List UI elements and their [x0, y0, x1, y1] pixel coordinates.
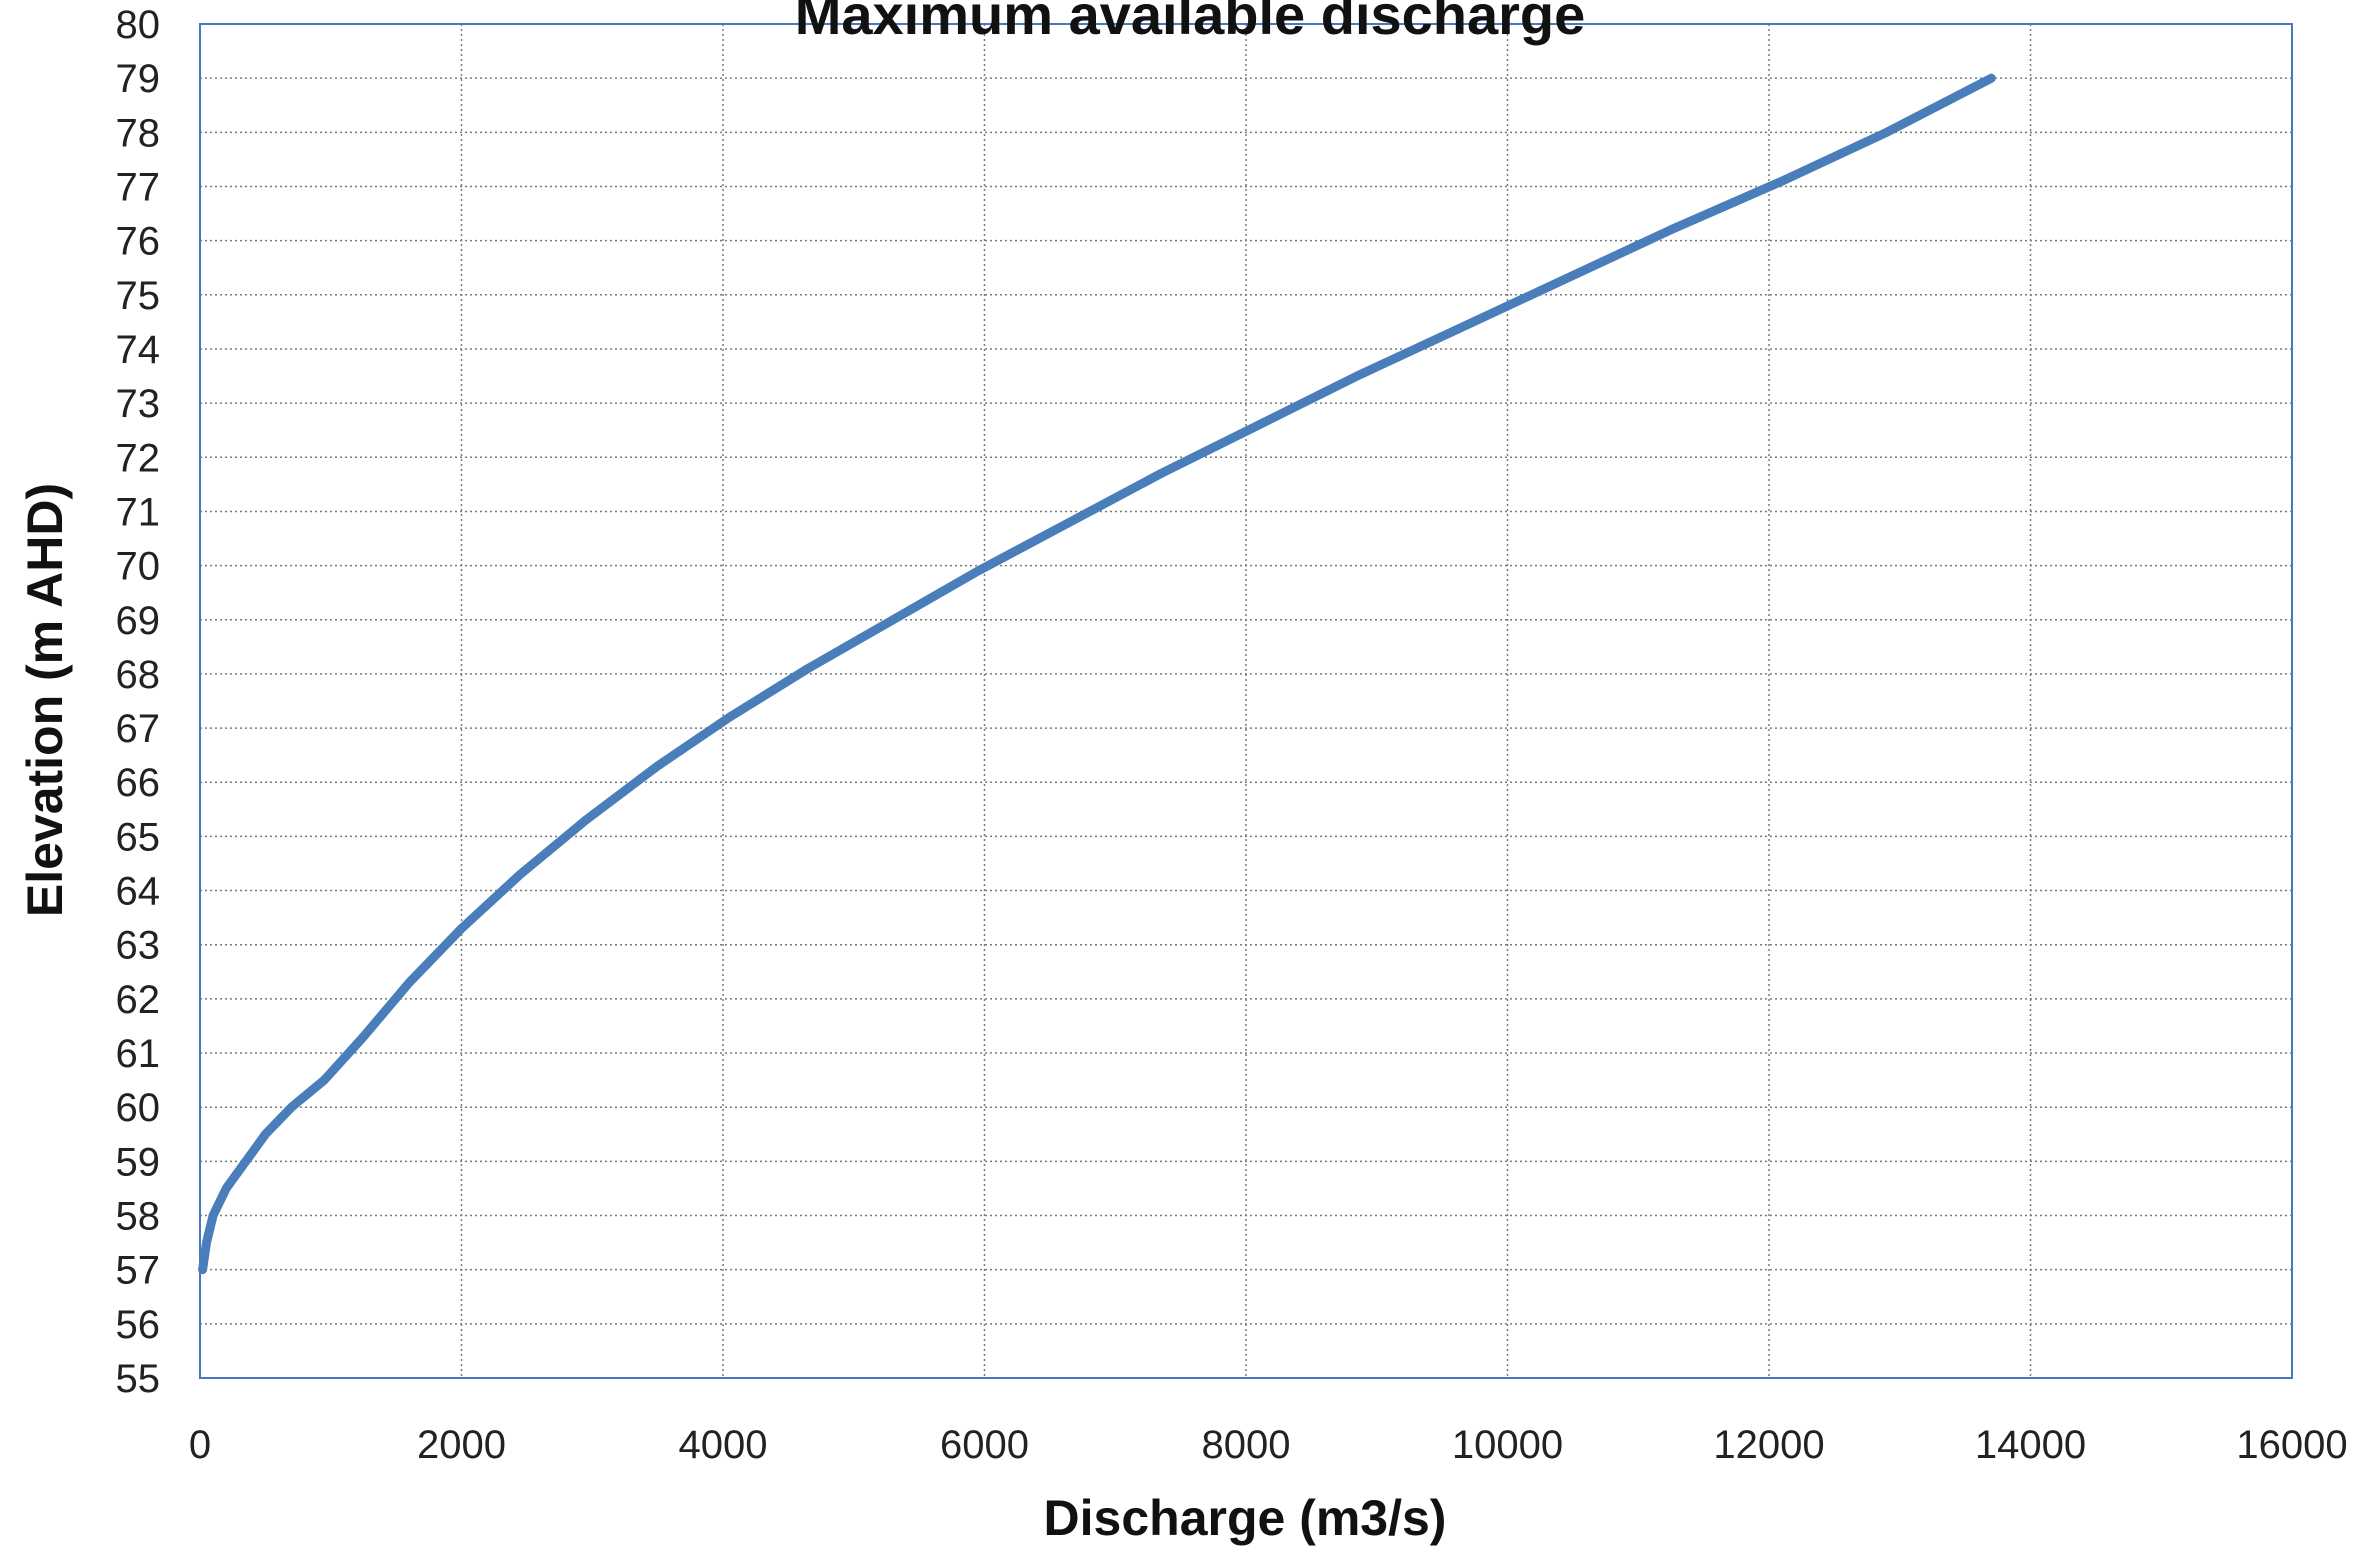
- y-tick-label: 79: [116, 57, 161, 101]
- x-axis-title: Discharge (m3/s): [1044, 1490, 1447, 1546]
- x-tick-label: 0: [189, 1423, 211, 1467]
- y-tick-label: 77: [116, 165, 161, 209]
- y-tick-label: 78: [116, 111, 161, 155]
- y-tick-label: 59: [116, 1140, 161, 1184]
- x-tick-label: 6000: [940, 1423, 1029, 1467]
- chart-title: Maximum available discharge: [795, 0, 1586, 46]
- y-tick-label: 62: [116, 978, 161, 1022]
- x-tick-labels: 0 2000 4000 6000 8000 10000 12000 14000 16000: [189, 1423, 2348, 1467]
- y-tick-label: 63: [116, 924, 161, 968]
- x-tick-label: 8000: [1202, 1423, 1291, 1467]
- y-tick-label: 75: [116, 274, 161, 318]
- y-tick-label: 72: [116, 436, 161, 480]
- y-axis-title: Elevation (m AHD): [17, 483, 73, 917]
- series-line: [198, 73, 1996, 1275]
- y-tick-label: 74: [116, 328, 161, 372]
- y-tick-label: 58: [116, 1195, 161, 1239]
- x-tick-label: 2000: [417, 1423, 506, 1467]
- y-tick-label: 61: [116, 1032, 161, 1076]
- plot-area-frame: [199, 23, 2293, 1379]
- x-tick-label: 12000: [1713, 1423, 1824, 1467]
- y-tick-label: 65: [116, 815, 161, 859]
- y-tick-label: 68: [116, 653, 161, 697]
- y-tick-label: 66: [116, 761, 161, 805]
- y-tick-label: 67: [116, 707, 161, 751]
- grid: [199, 23, 2293, 1379]
- y-tick-label: 73: [116, 382, 161, 426]
- y-tick-label: 70: [116, 545, 161, 589]
- y-tick-label: 80: [116, 3, 161, 47]
- x-tick-label: 10000: [1452, 1423, 1563, 1467]
- series-layer: [198, 73, 1996, 1275]
- y-tick-label: 69: [116, 599, 161, 643]
- x-tick-label: 4000: [679, 1423, 768, 1467]
- y-tick-labels: 55 56 57 58 59 60 61 62 63 64 65 66 67 68 69 70 71 72 73 74…: [116, 3, 161, 1401]
- y-tick-label: 57: [116, 1249, 161, 1293]
- y-tick-label: 56: [116, 1303, 161, 1347]
- y-tick-label: 60: [116, 1086, 161, 1130]
- y-tick-label: 76: [116, 220, 161, 264]
- y-tick-label: 64: [116, 870, 161, 914]
- x-tick-label: 14000: [1975, 1423, 2086, 1467]
- y-tick-label: 71: [116, 490, 161, 534]
- x-tick-label: 16000: [2236, 1423, 2347, 1467]
- y-tick-label: 55: [116, 1357, 161, 1401]
